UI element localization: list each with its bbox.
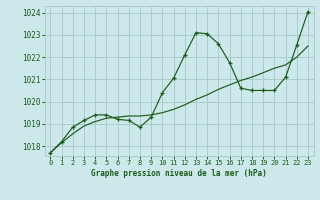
- X-axis label: Graphe pression niveau de la mer (hPa): Graphe pression niveau de la mer (hPa): [91, 169, 267, 178]
